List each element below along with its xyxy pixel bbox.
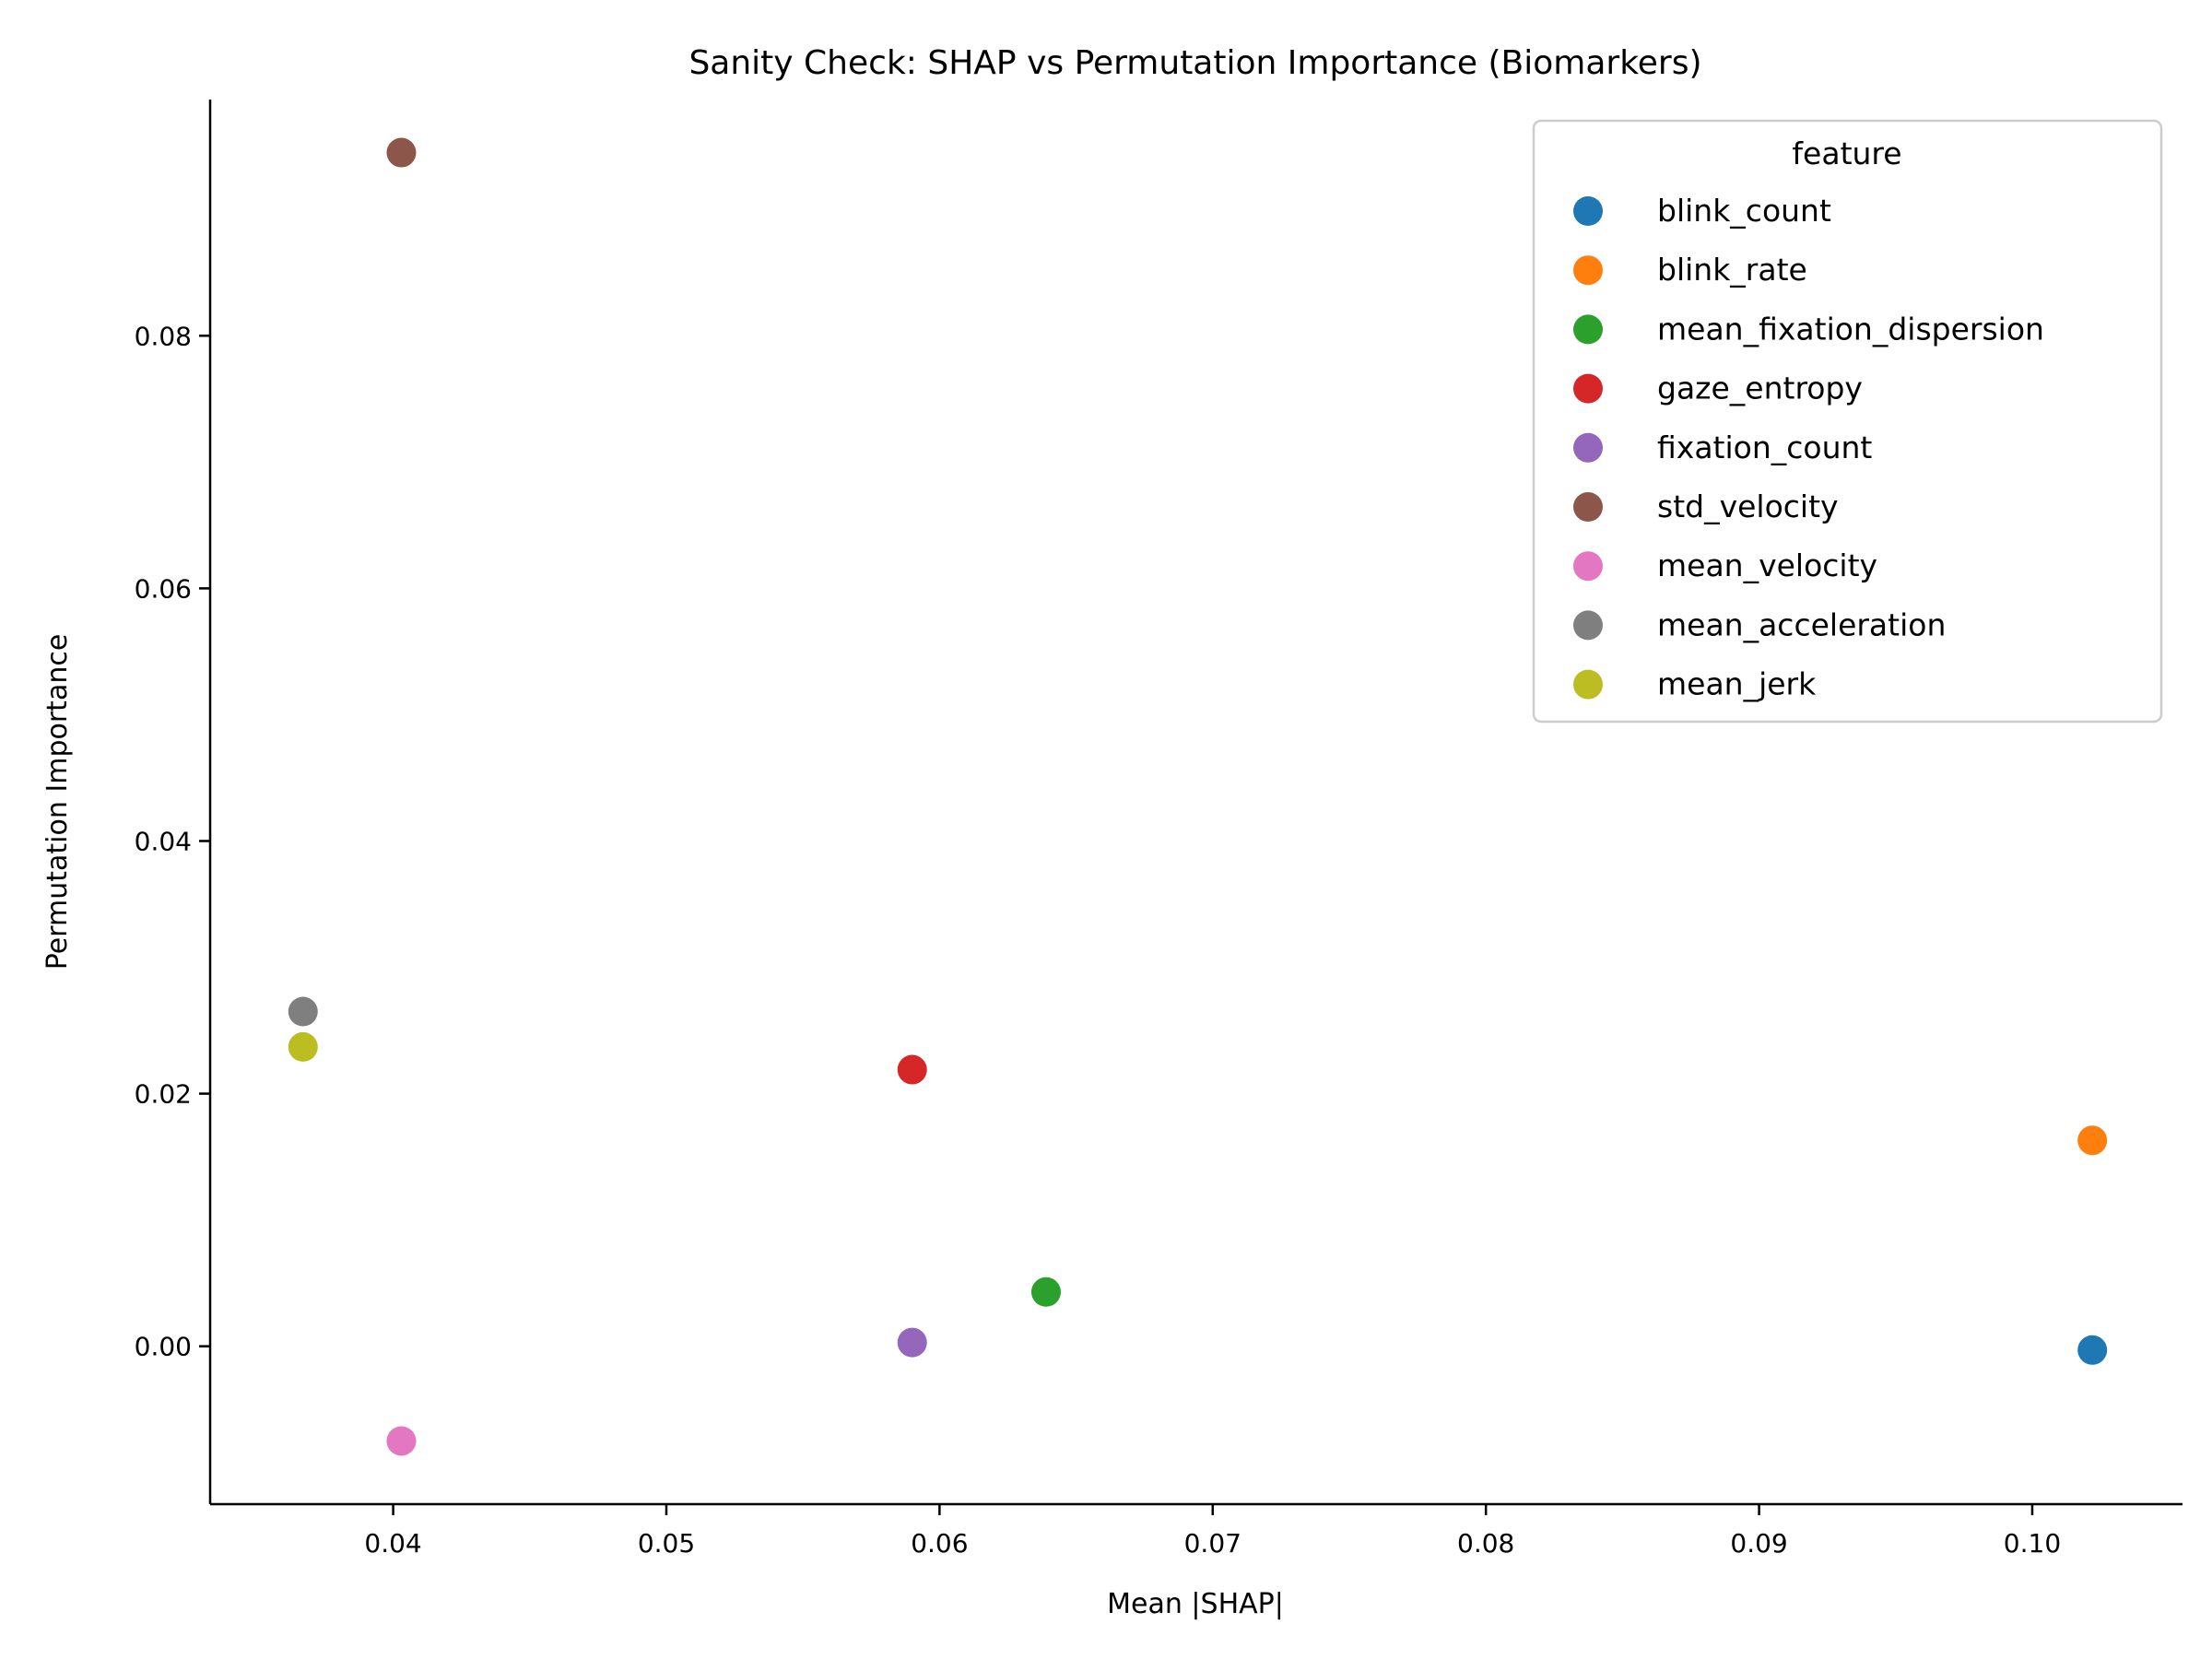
legend-marker-fixation-count [1573, 432, 1603, 463]
data-point-mean-acceleration [288, 996, 318, 1027]
legend-frame [1532, 119, 2163, 724]
legend-label: gaze_entropy [1657, 371, 1863, 406]
legend-marker-mean-velocity [1573, 551, 1603, 582]
y-tick-label: 0.00 [135, 1332, 192, 1362]
legend-label: mean_jerk [1657, 666, 1817, 702]
chart-title: Sanity Check: SHAP vs Permutation Import… [688, 44, 1701, 82]
data-point-gaze-entropy [897, 1054, 927, 1085]
legend-marker-mean-fixation-dispersion [1573, 314, 1603, 345]
x-tick-label: 0.06 [911, 1528, 968, 1559]
legend-marker-mean-acceleration [1573, 610, 1603, 641]
x-tick-label: 0.08 [1457, 1528, 1514, 1559]
data-point-blink-rate [2077, 1125, 2108, 1156]
x-axis-label: Mean |SHAP| [1107, 1588, 1284, 1620]
x-tick-label: 0.09 [1730, 1528, 1787, 1559]
y-tick-label: 0.04 [135, 826, 192, 856]
y-tick-label: 0.06 [135, 573, 192, 604]
x-tick-label: 0.04 [364, 1528, 421, 1559]
data-point-mean-fixation-dispersion [1030, 1277, 1061, 1307]
data-point-blink-count [2077, 1335, 2108, 1365]
legend-title: feature [1792, 135, 1901, 171]
y-tick-label: 0.08 [135, 321, 192, 351]
legend-marker-gaze-entropy [1573, 373, 1603, 404]
legend-label: blink_rate [1657, 252, 1807, 288]
x-tick-label: 0.07 [1184, 1528, 1241, 1559]
legend-label: std_velocity [1657, 488, 1839, 524]
data-point-fixation-count [897, 1327, 927, 1358]
y-tick-label: 0.02 [135, 1079, 192, 1110]
y-ticks: 0.00 0.02 0.04 0.06 0.08 [135, 321, 210, 1362]
data-point-mean-jerk [288, 1031, 318, 1062]
axes [208, 100, 2183, 1506]
legend-marker-blink-rate [1573, 255, 1603, 286]
legend-label: mean_acceleration [1657, 606, 1946, 642]
legend: feature blink_count blink_rate mean_fixati… [1532, 119, 2163, 724]
x-tick-label: 0.10 [2004, 1528, 2061, 1559]
x-ticks: 0.04 0.05 0.06 0.07 0.08 0.09 0.10 [364, 1504, 2061, 1559]
y-axis-label: Permutation Importance [41, 634, 74, 971]
data-point-mean-velocity [386, 1426, 417, 1456]
legend-marker-std-velocity [1573, 492, 1603, 522]
legend-label: blink_count [1657, 193, 1831, 229]
legend-marker-mean-jerk [1573, 669, 1603, 700]
legend-label: fixation_count [1657, 429, 1872, 465]
legend-marker-blink-count [1573, 196, 1603, 226]
legend-label: mean_fixation_dispersion [1657, 311, 2044, 347]
data-points [288, 137, 2108, 1456]
legend-label: mean_velocity [1657, 547, 1877, 583]
data-point-std-velocity [386, 137, 417, 168]
x-tick-label: 0.05 [638, 1528, 695, 1559]
legend-items: blink_count blink_rate mean_fixation_dispe… [1573, 193, 2044, 702]
